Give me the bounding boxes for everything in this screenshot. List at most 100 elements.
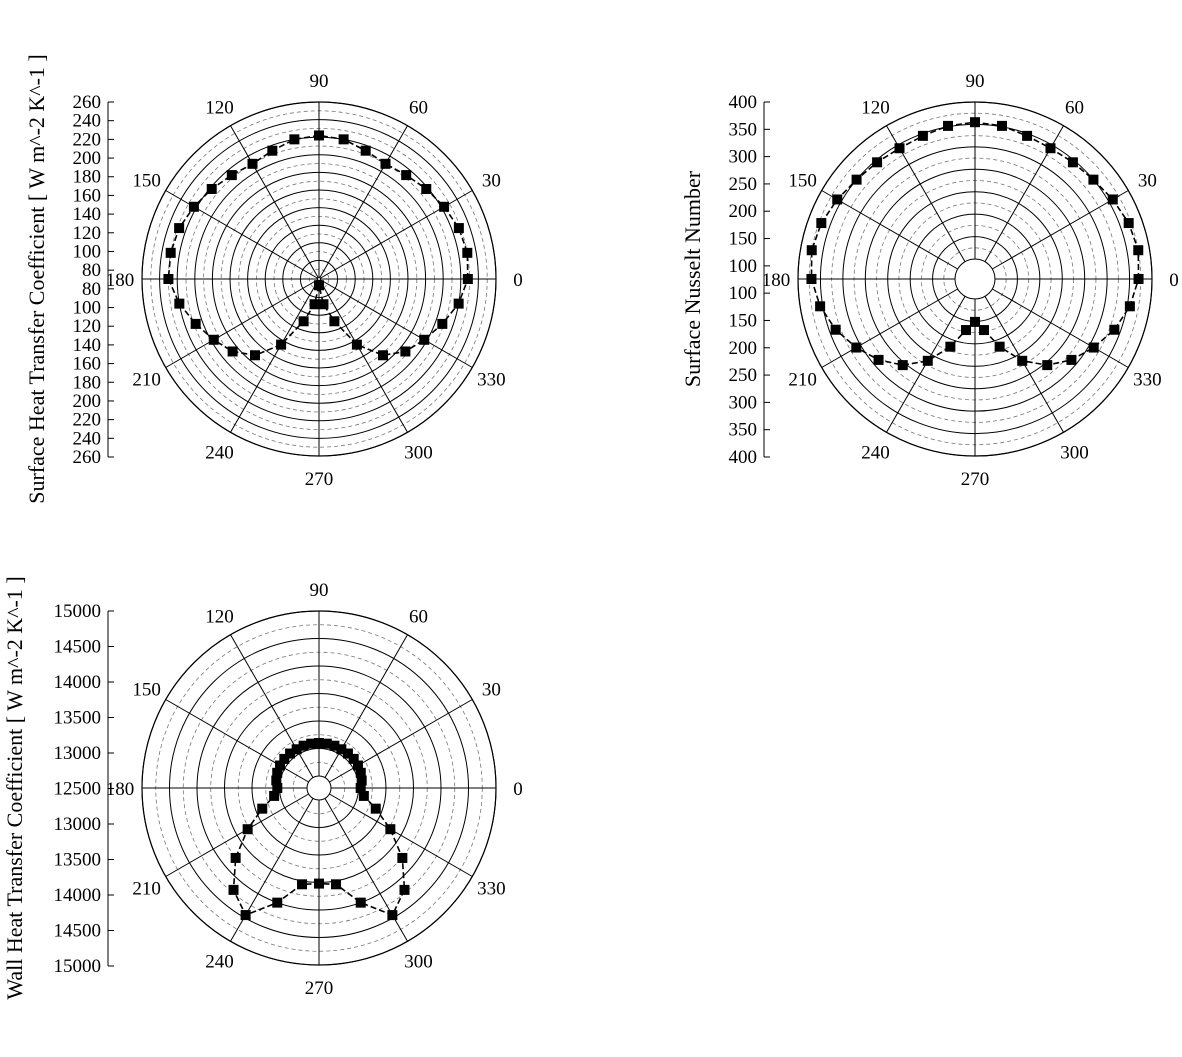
data-point-140 <box>279 753 290 764</box>
data-point-170 <box>165 247 176 258</box>
data-point-350 <box>1124 301 1135 312</box>
polar-grid <box>141 610 497 966</box>
angle-label-210: 210 <box>132 370 161 391</box>
spoke-60 <box>324 634 408 778</box>
radial-tick-label: 160 <box>73 354 102 375</box>
radial-tick-label: 14500 <box>54 921 102 942</box>
radial-tick-label: 14000 <box>54 672 102 693</box>
radial-tick-label: 120 <box>73 316 102 337</box>
data-point-20 <box>453 223 464 234</box>
data-point-60 <box>380 158 391 169</box>
radial-axis-title: Surface Nusselt Number <box>680 170 705 387</box>
radial-axis-title: Surface Heat Transfer Coefficient [ W m^… <box>24 54 49 504</box>
data-point-180 <box>806 274 817 284</box>
data-point-350 <box>453 298 464 309</box>
radial-tick-label: 14000 <box>54 885 102 906</box>
data-point-280 <box>979 325 989 336</box>
data-point-140 <box>851 174 862 185</box>
radial-tick-label: 15000 <box>54 956 102 977</box>
data-point-90 <box>314 738 324 748</box>
data-point-290 <box>355 897 366 908</box>
data-point-260 <box>961 325 971 336</box>
inner-hole-ring <box>306 775 332 801</box>
angle-label-90: 90 <box>310 71 329 92</box>
spoke-60 <box>319 125 408 279</box>
data-point-220 <box>230 852 241 863</box>
data-point-330 <box>419 334 430 345</box>
data-point-210 <box>851 342 862 353</box>
radial-tick-label: 150 <box>729 229 758 250</box>
data-point-260 <box>297 879 308 890</box>
angle-label-300: 300 <box>1060 442 1089 463</box>
data-point-250 <box>945 341 956 352</box>
radial-tick-label: 15000 <box>54 601 102 622</box>
data-point-80 <box>321 738 332 749</box>
spoke-330 <box>319 279 473 368</box>
data-point-340 <box>437 318 448 329</box>
data-point-240 <box>276 339 287 350</box>
spoke-330 <box>329 793 473 877</box>
radial-tick-label: 250 <box>729 365 758 386</box>
radial-tick-label: 260 <box>73 92 102 113</box>
radial-tick-label: 300 <box>729 392 758 413</box>
angle-label-120: 120 <box>205 607 234 628</box>
data-point-320 <box>397 852 408 863</box>
data-point-150 <box>832 194 843 205</box>
data-point-250 <box>272 897 283 908</box>
angle-label-330: 330 <box>477 879 506 900</box>
radial-tick-label: 160 <box>73 185 102 206</box>
data-point-120 <box>291 744 302 755</box>
angle-label-270: 270 <box>305 978 334 999</box>
radial-tick-label: 13500 <box>54 850 102 871</box>
data-point-110 <box>917 130 928 141</box>
angle-label-180: 180 <box>106 270 135 291</box>
data-point-120 <box>247 158 258 169</box>
angle-label-30: 30 <box>1138 171 1157 192</box>
radial-tick-label: 100 <box>73 298 102 319</box>
angle-label-120: 120 <box>205 98 234 119</box>
radial-tick-label: 240 <box>73 111 102 132</box>
spoke-330 <box>992 288 1129 368</box>
data-point-280 <box>330 879 341 890</box>
data-point-190 <box>815 301 826 312</box>
spoke-150 <box>821 190 958 270</box>
spoke-30 <box>329 699 473 783</box>
data-point-110 <box>298 740 309 751</box>
radial-tick-label: 350 <box>729 420 758 441</box>
data-point-270 <box>314 878 324 889</box>
data-point-10 <box>462 247 473 258</box>
data-point-240 <box>240 910 251 921</box>
data-point-210 <box>208 334 219 345</box>
data-point-290 <box>994 341 1005 352</box>
data-point-30 <box>439 201 450 212</box>
data-point-100 <box>306 738 317 749</box>
data-point-50 <box>1067 157 1078 168</box>
data-point-220 <box>227 346 238 357</box>
radial-tick-label: 260 <box>73 447 102 468</box>
inner-hole-ring <box>954 258 996 300</box>
radial-tick-label: 13500 <box>54 708 102 729</box>
radial-tick-label: 140 <box>73 335 102 356</box>
polar-chart-3: 0 30 60 90 120 150 180 210 240 270 300 330 15000 1450… <box>2 576 523 999</box>
data-point-270 <box>314 280 324 291</box>
angle-label-300: 300 <box>404 951 433 972</box>
data-point-310 <box>1042 360 1053 371</box>
angle-label-180: 180 <box>106 779 135 800</box>
radial-tick-label: 80 <box>82 260 101 281</box>
data-point-180 <box>163 274 174 284</box>
polar-chart-2: 0306090120150180210240270300330400350300… <box>680 71 1179 490</box>
data-point-140 <box>206 183 217 194</box>
data-point-100 <box>289 134 300 145</box>
angle-label-270: 270 <box>961 469 990 490</box>
data-point-160 <box>272 767 283 778</box>
angle-label-150: 150 <box>132 171 161 192</box>
angle-label-90: 90 <box>966 71 985 92</box>
radial-tick-label: 400 <box>729 92 758 113</box>
data-point-50 <box>342 748 353 759</box>
radial-tick-label: 100 <box>729 283 758 304</box>
radial-tick-label: 200 <box>73 148 102 169</box>
data-point-130 <box>872 157 883 168</box>
polar-grid <box>797 101 1153 457</box>
angle-label-270: 270 <box>305 469 334 490</box>
